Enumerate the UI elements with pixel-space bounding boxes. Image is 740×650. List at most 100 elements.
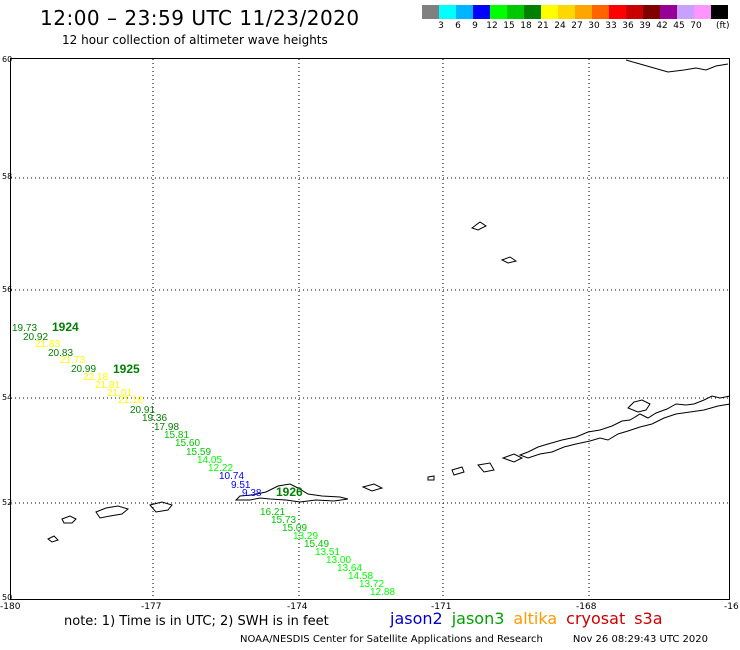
pass-number-label: 1925 [113,362,140,376]
wave-height-label: 12.22 [208,463,233,474]
scale-swatch [592,5,609,19]
wave-height-label: 21.01 [107,388,132,399]
note-text: note: 1) Time is in UTC; 2) SWH is in fe… [64,614,329,629]
wave-height-label: 13.72 [359,579,384,590]
latitude-label: 50 [2,593,13,602]
longitude-label: -171 [431,602,452,612]
satellite-legend: jason2 jason3 altika cryosat s3a [390,609,672,628]
wave-height-label: 17.98 [154,422,179,433]
scale-swatch [643,5,660,19]
wave-height-label: 15.81 [164,430,189,441]
unimak-island [501,453,524,463]
wave-height-label: 14.05 [197,455,222,466]
adak-area-islands [234,483,349,503]
scale-swatch [677,5,694,19]
alaska-peninsula-coast [518,395,731,459]
scale-label: 15 [503,21,515,31]
scale-label: 3 [438,21,444,31]
legend-jason2: jason2 [390,609,443,628]
wave-height-label: 19.73 [12,323,37,334]
scale-swatch [524,5,541,19]
latitude-label: 52 [2,498,13,507]
wave-height-label: 13.29 [293,531,318,542]
altimeter-track: 19.7320.9221.8320.8321.7320.9922.1821.81… [12,320,395,598]
latitude-label: 54 [2,393,13,402]
wave-height-label: 15.49 [304,539,329,550]
wave-height-label: 21.83 [35,339,60,350]
umnak-island [451,466,465,476]
scale-label: 39 [639,21,651,31]
wave-height-label: 14.58 [348,571,373,582]
wave-height-label: 22.18 [83,372,108,383]
scale-label: 21 [537,21,549,31]
scale-swatch [575,5,592,19]
longitude-label: -168 [576,602,597,612]
wave-height-label: 16.21 [260,507,285,518]
map-title: 12:00 – 23:59 UTC 11/23/2020 [40,6,360,30]
scale-label: 6 [455,21,461,31]
wave-height-label: 20.91 [130,405,155,416]
scale-swatch [439,5,456,19]
wave-height-label: 21.81 [95,380,120,391]
wave-height-label: 19.36 [142,413,167,424]
wave-height-label: 9.51 [231,480,251,491]
near-islands-west [95,505,130,519]
scale-label: 42 [656,21,668,31]
wave-height-label: 20.92 [23,332,48,343]
legend-s3a: s3a [634,609,663,628]
scale-label: 27 [571,21,583,31]
pribilof-st-george [500,256,518,264]
wave-height-label: 9.38 [242,488,262,499]
kodiak-area-coast [627,399,651,413]
scale-label: 12 [486,21,498,31]
wave-height-label: 10.74 [219,471,244,482]
unalaska-island [477,462,495,473]
longitude-label: -180 [0,602,21,612]
wave-height-label: 13.00 [326,555,351,566]
wave-height-label: 15.73 [271,515,296,526]
commander-islands [47,535,59,543]
scale-swatch [660,5,677,19]
scale-swatch [490,5,507,19]
legend-altika: altika [513,609,558,628]
scale-swatch [507,5,524,19]
scale-label: 30 [588,21,600,31]
mainland-alaska-north [625,59,729,73]
wave-height-label: 20.83 [48,348,73,359]
pass-number-label: 1924 [52,320,79,334]
wave-height-label: 15.59 [186,447,211,458]
scale-unit: (ft) [716,21,730,31]
scale-swatch [456,5,473,19]
scale-label: 33 [605,21,617,31]
map-frame [10,58,730,600]
scale-label: 36 [622,21,634,31]
latitude-label: 56 [2,285,13,294]
islands-of-four-mountains [427,475,435,481]
wave-height-label: 12.88 [370,587,395,598]
wave-height-label: 15.60 [175,438,200,449]
scale-label: 9 [472,21,478,31]
wave-height-label: 13.51 [315,547,340,558]
map-subtitle: 12 hour collection of altimeter wave hei… [62,33,328,47]
atka-island [361,483,384,492]
footer-credit: NOAA/NESDIS Center for Satellite Applica… [240,634,543,645]
latitude-label: 60 [2,55,13,64]
wave-height-label: 21.73 [60,355,85,366]
wave-height-label: 21.16 [118,395,143,406]
scale-swatch [711,5,728,19]
wave-height-label: 15.09 [282,523,307,534]
graticule [11,59,729,599]
scale-swatch [609,5,626,19]
scale-label: 18 [520,21,532,31]
pass-number-label: 1926 [276,485,303,499]
latitude-label: 58 [2,172,13,181]
pribilof-st-paul [470,221,487,231]
scale-label: 70 [690,21,702,31]
scale-label: 24 [554,21,566,31]
legend-cryosat: cryosat [566,609,626,628]
scale-swatch [694,5,711,19]
legend-jason3: jason3 [451,609,505,628]
coastline [47,59,731,543]
longitude-label: -177 [141,602,162,612]
